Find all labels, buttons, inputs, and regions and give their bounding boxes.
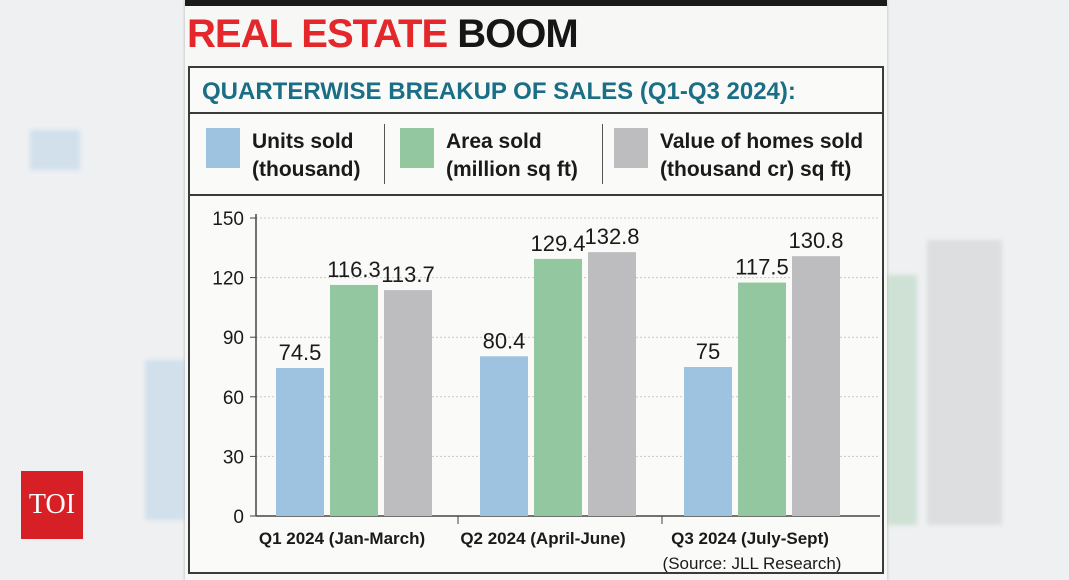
data-label: 129.4 xyxy=(530,231,585,256)
legend-label-units: Units sold (thousand) xyxy=(252,130,361,181)
legend-divider xyxy=(384,124,385,184)
blurred-bar xyxy=(887,275,917,525)
headline: REAL ESTATE BOOM xyxy=(187,12,579,57)
blurred-bar xyxy=(145,360,185,520)
toi-logo: TOI xyxy=(21,471,83,539)
bar-area xyxy=(534,258,582,516)
infographic-card: REAL ESTATE BOOM QUARTERWISE BREAKUP OF … xyxy=(185,0,887,580)
legend-label-area: Area sold (million sq ft) xyxy=(446,130,578,181)
legend-item-area: Area sold (million sq ft) xyxy=(400,128,578,184)
bar-value xyxy=(588,252,636,517)
legend-item-units: Units sold (thousand) xyxy=(206,128,360,184)
legend-swatch-units xyxy=(206,128,240,168)
bar-value xyxy=(384,290,432,516)
chart-subtitle: QUARTERWISE BREAKUP OF SALES (Q1-Q3 2024… xyxy=(202,78,796,105)
legend: Units sold (thousand) Area sold (million s… xyxy=(190,112,882,196)
data-label: 130.8 xyxy=(788,228,843,253)
data-label: 132.8 xyxy=(584,224,639,249)
bar-value xyxy=(792,256,840,516)
legend-item-value: Value of homes sold (thousand cr) sq ft) xyxy=(614,128,863,184)
data-label: 117.5 xyxy=(735,255,788,280)
top-rule xyxy=(185,0,887,6)
data-label: 74.5 xyxy=(279,340,322,365)
legend-label-value: Value of homes sold (thousand cr) sq ft) xyxy=(660,130,864,181)
blurred-bar xyxy=(927,240,1002,525)
category-label: Q3 2024 (July-Sept) xyxy=(671,529,829,548)
data-label: 113.7 xyxy=(381,262,434,287)
chart-frame: QUARTERWISE BREAKUP OF SALES (Q1-Q3 2024… xyxy=(188,66,884,574)
headline-red: REAL ESTATE xyxy=(187,12,448,56)
background-right xyxy=(887,0,1069,580)
y-tick-label: 0 xyxy=(233,507,244,528)
bar-units xyxy=(276,367,324,516)
bar-area xyxy=(738,282,786,516)
y-tick-label: 30 xyxy=(223,447,244,468)
category-label: Q1 2024 (Jan-March) xyxy=(259,529,425,548)
data-label: 75 xyxy=(696,339,720,364)
headline-black: BOOM xyxy=(457,12,578,56)
bar-units xyxy=(480,356,528,516)
data-label: 80.4 xyxy=(483,328,526,353)
blurred-swatch xyxy=(30,130,80,170)
bar-units xyxy=(684,367,732,516)
legend-swatch-area xyxy=(400,128,434,168)
legend-divider xyxy=(602,124,603,184)
y-tick-label: 60 xyxy=(223,388,244,409)
category-label: Q2 2024 (April-June) xyxy=(460,529,625,548)
source-note: (Source: JLL Research) xyxy=(663,554,842,572)
y-tick-label: 120 xyxy=(212,269,244,290)
bar-area xyxy=(330,284,378,516)
legend-swatch-value xyxy=(614,128,648,168)
y-tick-label: 90 xyxy=(223,328,244,349)
y-tick-label: 150 xyxy=(212,209,244,230)
bar-chart: 0 30 60 90 120 150 74.5 80.4 75 116.3 129.4 117.5 11… xyxy=(212,209,880,572)
data-label: 116.3 xyxy=(327,257,380,282)
